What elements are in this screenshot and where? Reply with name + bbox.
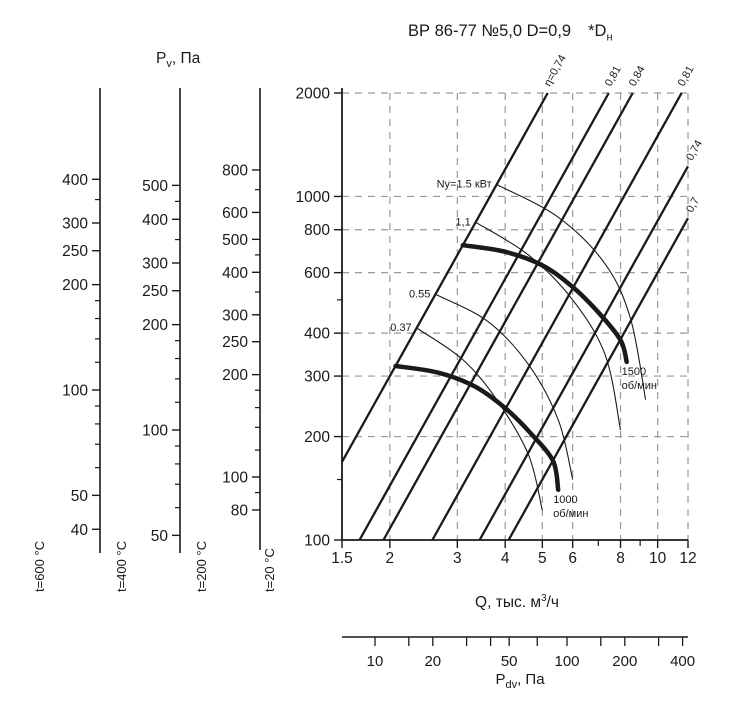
chart-title-text: ВР 86-77 №5,0 D=0,9 (408, 22, 572, 40)
x-axis-title: Q, тыс. м3/ч (475, 593, 559, 612)
x-axis-tick-label: 3 (453, 550, 462, 567)
y-axis-tick-label: 100 (304, 533, 330, 550)
x-axis-tick-label: 6 (568, 550, 577, 567)
pdv-axis-tick-label: 20 (424, 653, 441, 670)
power-curve (435, 293, 574, 480)
aux-axis-tick-label: 40 (71, 522, 89, 539)
aux-axis-tick-label: 200 (142, 317, 168, 334)
power-curve (496, 184, 647, 400)
efficiency-line (382, 92, 634, 541)
pdv-axis-tick-label: 10 (367, 653, 384, 670)
pdv-axis-tick-label: 200 (612, 653, 637, 670)
power-curve-label: Nу=1.5 кВт (437, 179, 492, 191)
efficiency-label: η=0,74 (542, 53, 569, 89)
power-curve (475, 221, 622, 431)
y-axis-tick-label: 600 (304, 265, 330, 282)
pdv-axis-tick-label: 50 (501, 653, 518, 670)
aux-axis-tick-label: 500 (222, 232, 248, 249)
y-axis-tick-label: 1000 (296, 189, 331, 206)
y-axis-tick-label: 400 (304, 326, 330, 343)
power-curve-label: 0.55 (409, 288, 430, 300)
aux-axis-tick-label: 400 (142, 212, 168, 229)
aux-axis-tick-label: 200 (222, 367, 248, 384)
efficiency-label: 0,7 (684, 195, 702, 214)
y-axis-tick-label: 2000 (296, 86, 331, 103)
power-curve-label: 1,1 (455, 216, 470, 228)
aux-axis-tick-label: 300 (222, 307, 248, 324)
efficiency-line (507, 217, 690, 541)
aux-axis-tick-label: 250 (222, 334, 248, 351)
pdv-axis-title: Pdv, Па (495, 671, 545, 691)
aux-temperature-axes: 400 300 250 200 100 50 40 500 400 300 250 200 100 50 8… (62, 88, 261, 553)
chart-title-diameter-sub: н (606, 31, 613, 44)
pdv-axis-tick-label: 100 (554, 653, 579, 670)
aux-axis-tick-label: 100 (142, 423, 168, 440)
rpm-label: 1000 (553, 494, 577, 506)
rpm-label: об/мин (553, 508, 588, 520)
efficiency-label: 0,81 (676, 64, 697, 89)
rpm-label: 1500 (622, 366, 646, 378)
aux-axis-tick-label: 200 (62, 277, 88, 294)
chart-title: ВР 86-77 №5,0 D=0,9 *Dн (408, 22, 613, 43)
pdv-axis-tick-label: 400 (670, 653, 695, 670)
aux-axis-tick-label: 250 (62, 243, 88, 260)
aux-axis-tick-label: 800 (222, 162, 248, 179)
x-axis-tick-label: 8 (616, 550, 625, 567)
temp-label-400: t=400 °C (114, 540, 129, 592)
efficiency-line (478, 165, 690, 541)
rpm-curves (393, 242, 629, 493)
efficiency-label: 0,84 (627, 64, 648, 89)
x-axis-tick-label: 12 (679, 550, 696, 567)
aux-axis-tick-label: 300 (62, 216, 88, 233)
efficiency-line (340, 92, 549, 463)
efficiency-lines (340, 92, 690, 541)
aux-axis-tick-label: 400 (62, 172, 88, 189)
aux-axis-tick-label: 80 (231, 502, 249, 519)
y-axis-title: Pv, Па (156, 50, 201, 71)
aux-axis-tick-label: 100 (62, 383, 88, 400)
rpm-curve (393, 363, 561, 493)
aux-axis-tick-label: 300 (142, 256, 168, 273)
efficiency-line (358, 92, 610, 541)
x-axis-tick-label: 2 (386, 550, 395, 567)
aux-axis-tick-label: 400 (222, 265, 248, 282)
aux-axis-tick-label: 100 (222, 470, 248, 487)
x-axis-tick-label: 10 (649, 550, 667, 567)
temp-label-20: t=20 °C (262, 548, 277, 592)
x-axis-tick-label: 4 (501, 550, 510, 567)
efficiency-line (431, 92, 683, 541)
temp-label-200: t=200 °C (194, 540, 209, 592)
rpm-label: об/мин (622, 380, 657, 392)
x-axis-tick-label: 1.5 (331, 550, 353, 567)
power-curve (416, 327, 543, 511)
rpm-curve (460, 242, 629, 365)
temp-label-600: t=600 °C (32, 540, 47, 592)
aux-axis-tick-label: 50 (71, 488, 89, 505)
aux-axis-tick-label: 500 (142, 178, 168, 195)
dynamic-pressure-axis: 10 20 50 100 200 400 (342, 636, 695, 670)
x-axis-tick-label: 5 (538, 550, 547, 567)
power-curve-label: 0.37 (390, 322, 411, 334)
efficiency-label: 0,81 (603, 64, 624, 89)
aux-axis-tick-label: 250 (142, 283, 168, 300)
y-axis-tick-label: 300 (304, 369, 330, 386)
chart-title-diameter: *D (588, 22, 607, 40)
y-axis-tick-label: 800 (304, 222, 330, 239)
aux-axis-tick-label: 600 (222, 205, 248, 222)
efficiency-label: 0,74 (684, 138, 705, 163)
aux-axis-tick-label: 50 (151, 528, 169, 545)
y-axis-tick-label: 200 (304, 429, 330, 446)
grid-layer (342, 92, 689, 540)
